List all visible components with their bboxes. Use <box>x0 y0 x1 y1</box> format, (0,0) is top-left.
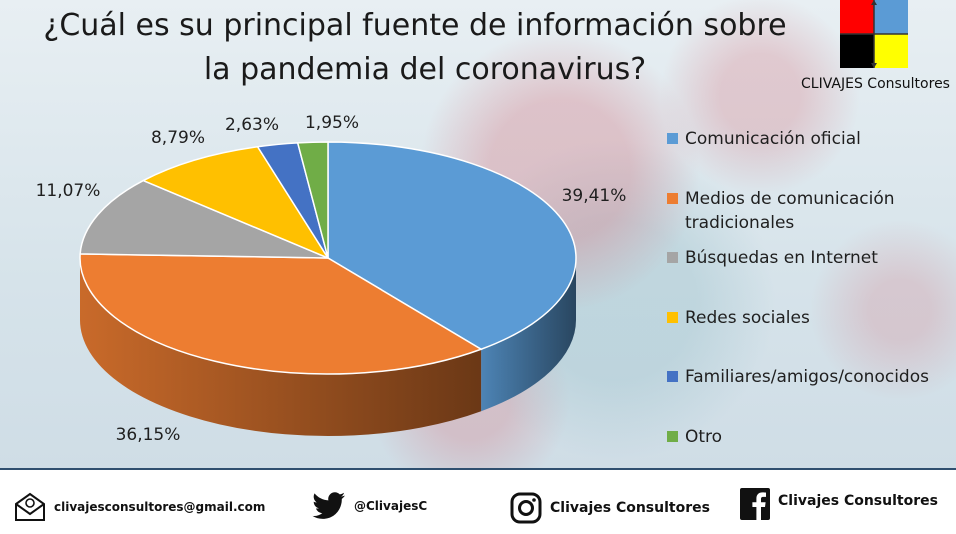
legend-item-busquedas-internet: Búsquedas en Internet <box>667 246 878 270</box>
legend-swatch <box>667 193 678 204</box>
data-label-familiares-amigos-conocidos: 2,63% <box>225 115 279 135</box>
logo-quad-blue <box>874 0 908 34</box>
legend-swatch <box>667 371 678 382</box>
data-label-comunicacion-oficial: 39,41% <box>562 186 627 206</box>
instagram-icon <box>510 492 542 524</box>
legend-label: Comunicación oficial <box>685 129 861 149</box>
footer-instagram-text: Clivajes Consultores <box>550 500 710 516</box>
legend-item-otro: Otro <box>667 425 722 449</box>
footer-facebook-text: Clivajes Consultores <box>778 493 938 509</box>
pie-slice-medios-de-comunicacion-tradicionales <box>79 253 483 375</box>
legend-item-familiares: Familiares/amigos/conocidos <box>667 365 929 389</box>
facebook-icon <box>740 488 770 520</box>
legend-swatch <box>667 431 678 442</box>
pie-slices <box>79 141 577 375</box>
data-labels: 39,41% 36,15% 11,07% 8,79% 2,63% 1,95% <box>36 113 627 445</box>
chart-title-line-2: la pandemia del coronavirus? <box>203 52 647 87</box>
data-label-medios-de-comunicacion-tradicionales: 36,15% <box>116 425 181 445</box>
chart-title: ¿Cuál es su principal fuente de informac… <box>0 4 830 92</box>
data-label-redes-sociales: 8,79% <box>151 128 205 148</box>
logo-quad-yellow <box>874 34 908 68</box>
pie-chart: 39,41% 36,15% 11,07% 8,79% 2,63% 1,95% <box>36 113 627 445</box>
footer-email-text: clivajesconsultores@gmail.com <box>54 500 266 514</box>
chart-title-line-1: ¿Cuál es su principal fuente de informac… <box>43 8 787 43</box>
footer-twitter-text: @ClivajesC <box>354 499 428 513</box>
pie-slice-redes-sociales <box>141 145 330 260</box>
pie-side-walls <box>80 258 576 437</box>
pie-slice-comunicacion-oficial <box>327 141 577 351</box>
footer-instagram[interactable]: Clivajes Consultores <box>510 492 710 524</box>
footer-twitter[interactable]: @ClivajesC <box>312 492 427 520</box>
email-icon <box>15 492 45 521</box>
footer-email[interactable]: clivajesconsultores@gmail.com <box>14 492 265 522</box>
pie-side-comunicacion-oficial <box>481 258 576 412</box>
legend-swatch <box>667 252 678 263</box>
clivajes-logo-icon <box>840 0 908 68</box>
legend-swatch <box>667 133 678 144</box>
data-label-busquedas-en-internet: 11,07% <box>36 181 101 201</box>
twitter-icon <box>312 492 346 519</box>
logo-text: CLIVAJES Consultores <box>801 76 950 92</box>
pie-slice-busquedas-en-internet <box>79 179 329 259</box>
legend-label: Familiares/amigos/conocidos <box>685 367 929 387</box>
legend-swatch <box>667 312 678 323</box>
logo-quad-red <box>840 0 874 34</box>
legend-label: Búsquedas en Internet <box>685 248 878 268</box>
data-label-otro: 1,95% <box>305 113 359 133</box>
legend-label: Otro <box>685 427 723 447</box>
logo-quad-black <box>840 34 874 68</box>
pie-side-medios-de-comunicacion-tradicionales <box>80 258 482 437</box>
footer-bar: clivajesconsultores@gmail.com @ClivajesC… <box>0 468 956 534</box>
pie-slice-otro <box>296 141 329 259</box>
legend-label: Medios de comunicación tradicionales <box>685 189 895 233</box>
legend-item-medios-tradicionales: Medios de comunicación tradicionales <box>667 187 935 235</box>
legend-label: Redes sociales <box>685 308 810 328</box>
legend-item-comunicacion-oficial: Comunicación oficial <box>667 127 861 151</box>
legend-item-redes-sociales: Redes sociales <box>667 306 810 330</box>
footer-facebook[interactable]: Clivajes Consultores <box>740 488 938 520</box>
